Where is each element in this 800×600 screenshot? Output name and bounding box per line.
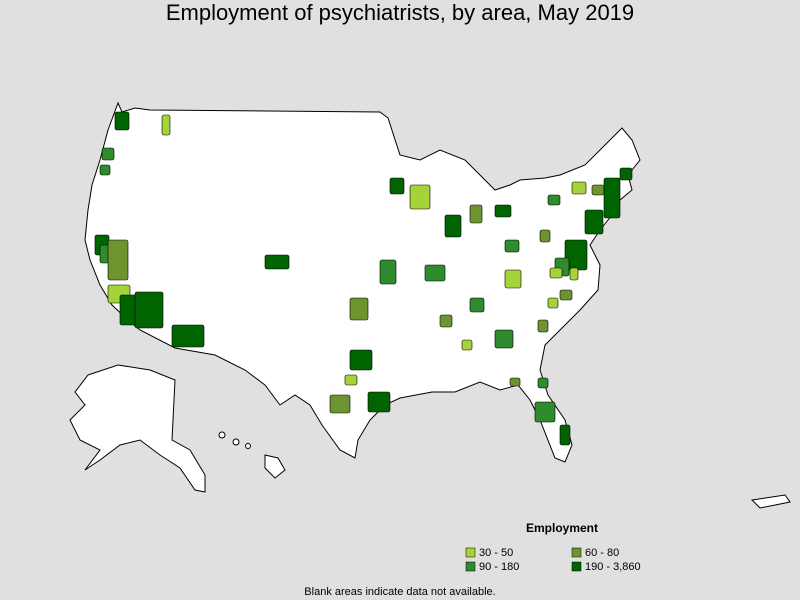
employment-area — [171, 324, 205, 348]
legend-swatch — [465, 561, 476, 572]
employment-area — [344, 374, 358, 386]
employment-area — [424, 264, 446, 282]
employment-area — [389, 177, 405, 195]
employment-area — [584, 209, 604, 235]
legend-title: Employment — [526, 521, 598, 535]
employment-area — [539, 229, 551, 243]
employment-area — [349, 297, 369, 321]
legend-label: 90 - 180 — [479, 561, 519, 573]
employment-area — [114, 111, 130, 131]
note: Blank areas indicate data not available. — [304, 586, 495, 598]
employment-area — [461, 339, 473, 351]
employment-area — [494, 204, 512, 218]
contiguous-us — [84, 101, 641, 463]
employment-area — [569, 267, 579, 281]
map-areas — [94, 111, 633, 446]
employment-area — [619, 167, 633, 181]
legend-label: 60 - 80 — [585, 547, 619, 559]
employment-area — [99, 164, 111, 176]
legend-swatch — [465, 547, 476, 558]
employment-area — [504, 239, 520, 253]
employment-area — [559, 424, 571, 446]
employment-area — [504, 269, 522, 289]
alaska — [69, 364, 206, 493]
employment-area — [101, 147, 115, 161]
legend: 30 - 50 60 - 80 90 - 180 190 - 3,860 — [465, 547, 641, 573]
employment-area — [367, 391, 391, 413]
title: Employment of psychiatrists, by area, Ma… — [166, 0, 634, 25]
legend-swatch — [571, 547, 582, 558]
legend-label: 190 - 3,860 — [585, 561, 641, 573]
employment-area — [559, 289, 573, 301]
employment-area — [134, 291, 164, 329]
employment-area — [469, 297, 485, 313]
employment-area — [549, 267, 563, 279]
employment-area — [494, 329, 514, 349]
employment-area — [409, 184, 431, 210]
hawaii — [218, 431, 286, 479]
employment-area — [603, 177, 621, 219]
employment-area — [107, 239, 129, 281]
employment-area — [264, 254, 290, 270]
employment-area — [537, 377, 549, 389]
employment-area — [591, 184, 605, 196]
employment-area — [349, 349, 373, 371]
employment-area — [534, 401, 556, 423]
legend-label: 30 - 50 — [479, 547, 513, 559]
employment-area — [547, 297, 559, 309]
employment-area — [469, 204, 483, 224]
employment-area — [509, 377, 521, 387]
employment-area — [161, 114, 171, 136]
legend-swatch — [571, 561, 582, 572]
employment-area — [547, 194, 561, 206]
employment-area — [444, 214, 462, 238]
puerto-rico — [750, 494, 791, 509]
employment-area — [537, 319, 549, 333]
employment-area — [571, 181, 587, 195]
employment-area — [379, 259, 397, 285]
employment-area — [329, 394, 351, 414]
employment-area — [439, 314, 453, 328]
